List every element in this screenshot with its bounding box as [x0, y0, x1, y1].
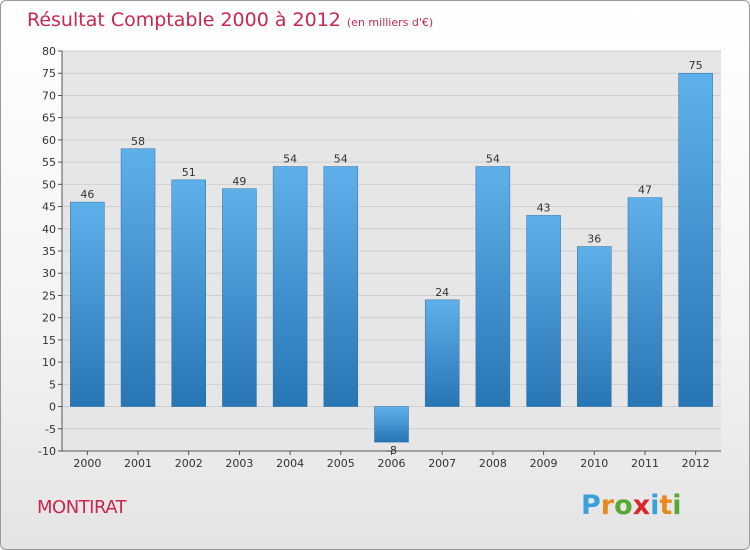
- bar: [272, 166, 308, 407]
- data-label: 49: [232, 175, 246, 188]
- y-tick-label: 20: [42, 312, 56, 325]
- y-tick-label: 15: [42, 334, 56, 347]
- bar: [374, 406, 409, 443]
- town-name: MONTIRAT: [37, 497, 127, 518]
- chart-subtitle: (en milliers d'€): [346, 16, 434, 29]
- y-tick-label: 30: [42, 267, 56, 280]
- x-tick-label: 2000: [73, 457, 101, 470]
- x-tick-label: 2005: [327, 457, 355, 470]
- x-tick-label: 2010: [580, 457, 608, 470]
- y-tick-label: -5: [45, 423, 56, 436]
- bar: [222, 188, 257, 407]
- y-tick-label: 25: [42, 289, 56, 302]
- x-tick-label: 2006: [378, 457, 406, 470]
- data-label: 54: [486, 153, 500, 166]
- y-tick-label: 50: [42, 178, 56, 191]
- data-label: 46: [80, 188, 94, 201]
- x-tick-label: 2009: [530, 457, 558, 470]
- y-tick-label: 10: [42, 356, 56, 369]
- y-tick-label: 40: [42, 223, 56, 236]
- data-label: 51: [182, 166, 196, 179]
- data-label: 47: [638, 184, 652, 197]
- x-tick-label: 2001: [124, 457, 152, 470]
- y-tick-label: 65: [42, 112, 56, 125]
- logo-letter: i: [672, 490, 682, 521]
- x-tick-label: 2004: [276, 457, 304, 470]
- y-tick-label: 35: [42, 245, 56, 258]
- bar: [171, 179, 206, 407]
- y-tick-label: 80: [42, 45, 56, 58]
- data-label: 43: [537, 201, 551, 214]
- y-tick-label: 70: [42, 89, 56, 102]
- bar: [70, 201, 105, 407]
- data-label: -8: [386, 444, 397, 457]
- x-tick-label: 2008: [479, 457, 507, 470]
- y-tick-label: 75: [42, 67, 56, 80]
- logo-letter: r: [600, 490, 615, 521]
- bar: [526, 215, 561, 407]
- logo-letter: x: [632, 490, 651, 521]
- data-label: 36: [587, 233, 601, 246]
- title-text: Résultat Comptable 2000 à 2012: [27, 9, 341, 31]
- x-tick-label: 2012: [682, 457, 710, 470]
- y-tick-label: 5: [49, 378, 56, 391]
- bar: [627, 197, 663, 407]
- logo-letter: o: [614, 490, 633, 521]
- logo-letter: P: [581, 490, 601, 521]
- bar: [475, 166, 511, 407]
- data-label: 58: [131, 135, 145, 148]
- x-tick-label: 2011: [631, 457, 659, 470]
- bar: [678, 72, 713, 407]
- logo-letter: t: [659, 490, 673, 521]
- bar: [323, 166, 359, 407]
- data-label: 54: [334, 153, 348, 166]
- data-label: 54: [283, 153, 297, 166]
- data-label: 24: [435, 286, 449, 299]
- bar: [120, 148, 156, 407]
- y-tick-label: 45: [42, 201, 56, 214]
- bar: [424, 299, 460, 407]
- logo-letter: i: [650, 490, 660, 521]
- x-tick-label: 2007: [428, 457, 456, 470]
- y-tick-label: -10: [38, 445, 56, 458]
- bar: [577, 246, 612, 407]
- y-tick-label: 55: [42, 156, 56, 169]
- x-tick-label: 2003: [225, 457, 253, 470]
- x-tick-label: 2002: [175, 457, 203, 470]
- chart-title: Résultat Comptable 2000 à 2012 (en millie…: [27, 9, 433, 31]
- data-label: 75: [689, 59, 703, 72]
- proxiti-logo: Proxiti: [581, 490, 682, 521]
- y-tick-label: 0: [49, 401, 56, 414]
- y-tick-label: 60: [42, 134, 56, 147]
